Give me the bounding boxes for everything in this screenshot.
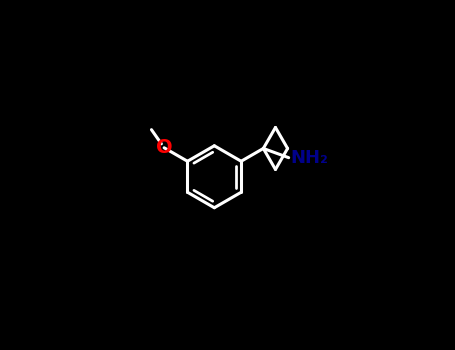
Text: O: O [156,138,172,157]
Text: NH₂: NH₂ [291,149,329,167]
